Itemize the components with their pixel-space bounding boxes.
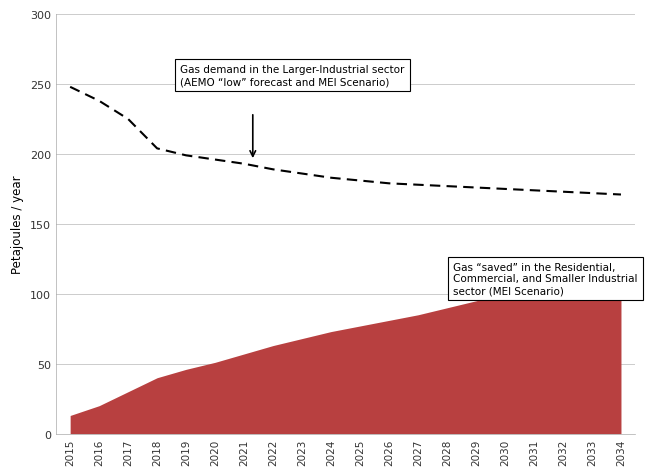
Text: Gas demand in the Larger-Industrial sector
(AEMO “low” forecast and MEI Scenario: Gas demand in the Larger-Industrial sect…: [180, 65, 405, 87]
Text: Gas “saved” in the Residential,
Commercial, and Smaller Industrial
sector (MEI S: Gas “saved” in the Residential, Commerci…: [453, 262, 637, 296]
Y-axis label: Petajoules / year: Petajoules / year: [11, 175, 24, 274]
